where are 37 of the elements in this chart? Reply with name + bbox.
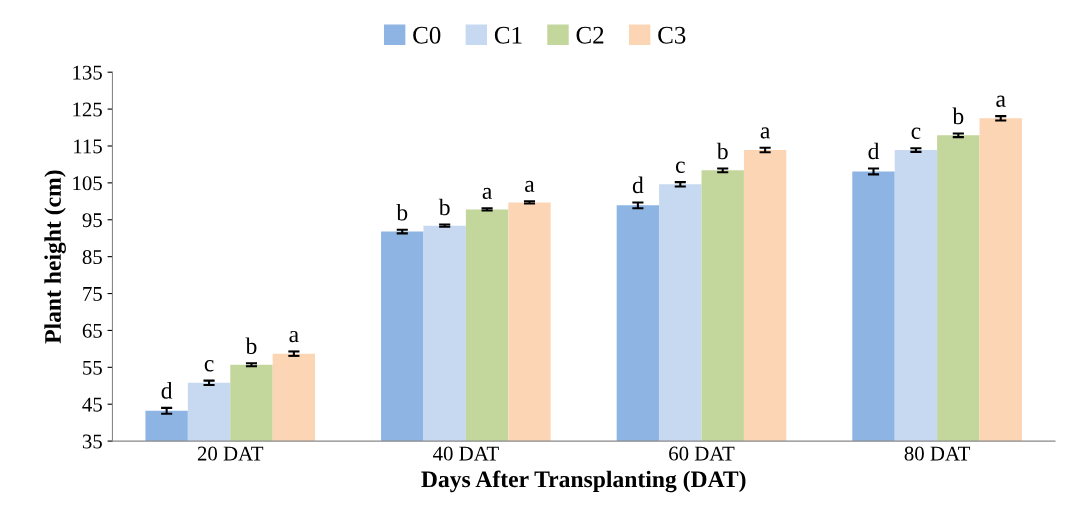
y-tick-label: 125 bbox=[73, 102, 102, 117]
x-tick-label: 20 DAT bbox=[197, 446, 264, 461]
data-label: c bbox=[675, 161, 685, 173]
legend-label: C0 bbox=[413, 26, 441, 44]
y-tick-label: 115 bbox=[74, 139, 102, 154]
y-tick-label: 65 bbox=[82, 323, 102, 338]
y-tick-label: 105 bbox=[73, 176, 102, 191]
data-label: a bbox=[760, 127, 771, 139]
data-label: c bbox=[911, 127, 921, 139]
x-tick-label: 60 DAT bbox=[669, 446, 735, 461]
data-label: b bbox=[438, 198, 450, 216]
data-label: b bbox=[716, 142, 728, 160]
legend-label: C1 bbox=[494, 26, 522, 44]
data-label: d bbox=[868, 142, 880, 160]
data-label: a bbox=[996, 95, 1006, 107]
data-label: a bbox=[482, 187, 493, 200]
data-label: c bbox=[204, 360, 214, 372]
y-tick-label: 35 bbox=[82, 434, 102, 449]
data-label: a bbox=[525, 180, 535, 193]
x-tick-label: 40 DAT bbox=[433, 446, 499, 461]
y-axis-title: Plant height (cm) bbox=[44, 170, 66, 344]
data-label: a bbox=[289, 330, 299, 343]
data-label: b bbox=[245, 337, 257, 355]
y-tick-label: 45 bbox=[82, 397, 102, 412]
y-tick-label: 55 bbox=[83, 360, 102, 375]
data-label: b bbox=[952, 107, 964, 125]
data-label: b bbox=[396, 203, 408, 221]
y-tick-label: 75 bbox=[83, 287, 102, 301]
y-tick-label: 85 bbox=[82, 250, 102, 265]
data-label: d bbox=[632, 176, 644, 194]
legend-label: C3 bbox=[658, 26, 686, 44]
y-tick-label: 95 bbox=[82, 213, 102, 228]
data-label: d bbox=[161, 382, 173, 399]
legend-label: C2 bbox=[576, 26, 604, 44]
x-tick-label: 80 DAT bbox=[904, 446, 971, 461]
x-axis-title: Days After Transplanting (DAT) bbox=[421, 470, 746, 493]
y-tick-label: 135 bbox=[73, 65, 102, 80]
